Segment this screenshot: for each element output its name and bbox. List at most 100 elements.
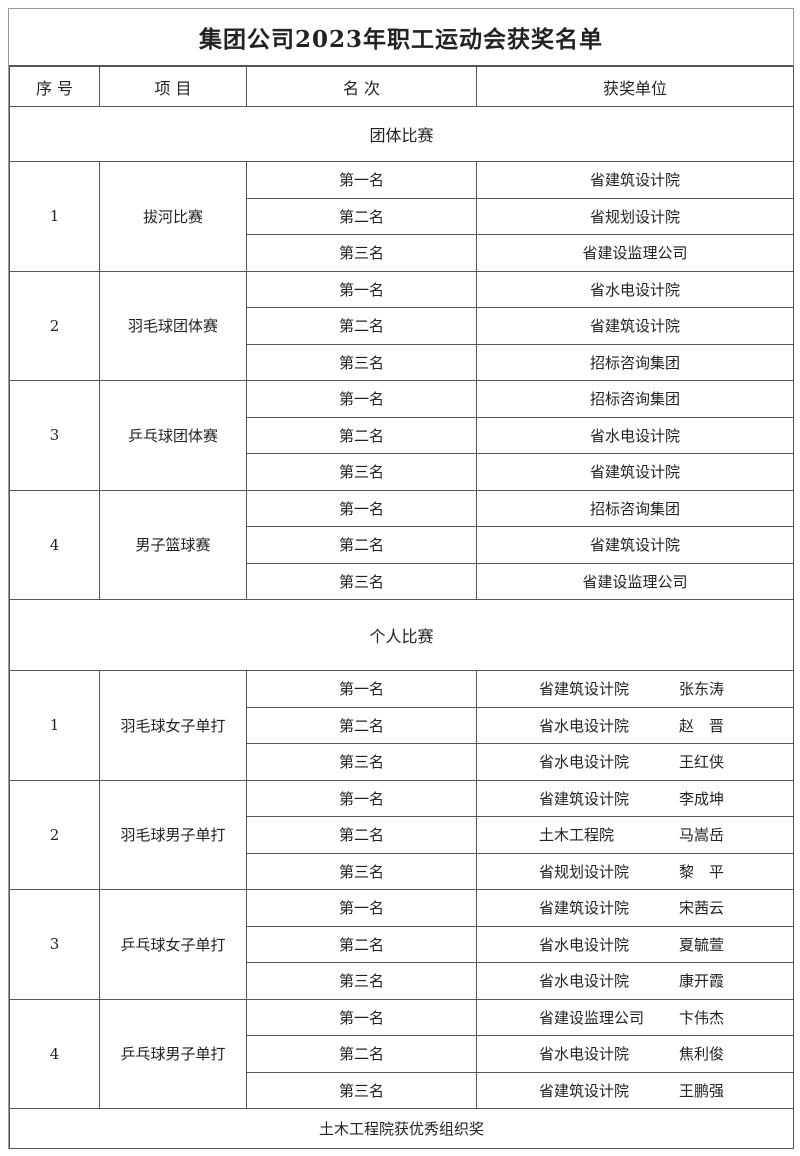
table-row: 第三名 省水电设计院 王红侠 [10, 743, 794, 781]
event-cell: 男子篮球赛 [99, 489, 247, 600]
seq-cell: 3 [9, 380, 100, 491]
section-label: 个人比赛 [9, 599, 794, 671]
winner-cell: 招标咨询集团 [476, 489, 794, 527]
winner-unit: 省水电设计院 [539, 753, 630, 772]
table-row: 第二名 省建筑设计院 [10, 526, 794, 564]
table-row: 第二名 省水电设计院 夏毓萱 [10, 925, 794, 963]
table-header-row: 序 号 项 目 名 次 获奖单位 [9, 66, 794, 107]
winner-unit: 省建筑设计院 [539, 789, 630, 808]
winner-person: 黎 平 [679, 862, 725, 881]
winner-cell: 省规划设计院 [476, 197, 794, 235]
event-cell: 乒乓球女子单打 [99, 889, 247, 1000]
winner-cell: 省建设监理公司 [476, 562, 794, 600]
section-row: 个人比赛 [9, 599, 794, 671]
rank-cell: 第三名 [246, 743, 477, 781]
rank-cell: 第二名 [246, 925, 477, 963]
rank-cell: 第一名 [246, 998, 477, 1036]
seq-cell: 4 [9, 489, 100, 600]
winner-wrap: 省建筑设计院 李成坤 [477, 788, 793, 809]
table-row: 第二名 省水电设计院 焦利俊 [10, 1035, 794, 1073]
winner-person: 夏毓萱 [679, 935, 725, 954]
event-cell: 羽毛球男子单打 [99, 779, 247, 890]
rank-cell: 第二名 [246, 197, 477, 235]
seq-cell: 4 [9, 998, 100, 1109]
winner-wrap: 省规划设计院 黎 平 [477, 861, 793, 882]
table-row: 第三名 省建筑设计院 王鹏强 [10, 1071, 794, 1109]
seq-cell: 1 [9, 161, 100, 272]
winner-wrap: 省建筑设计院 张东涛 [477, 678, 793, 699]
rank-cell: 第一名 [246, 270, 477, 308]
winner-wrap: 土木工程院 马嵩岳 [477, 824, 793, 845]
table-row: 第三名 省水电设计院 康开霞 [10, 962, 794, 1000]
rank-cell: 第三名 [246, 562, 477, 600]
winner-wrap: 省建设监理公司 卞伟杰 [477, 1007, 793, 1028]
section-label: 团体比赛 [9, 106, 794, 162]
header-winner: 获奖单位 [476, 66, 794, 107]
winner-unit: 省建筑设计院 [539, 1081, 630, 1100]
table-row: 2 羽毛球男子单打 第一名 省建筑设计院 李成坤 [9, 779, 794, 890]
rank-cell: 第二名 [246, 816, 477, 854]
winner-cell: 省水电设计院 王红侠 [476, 743, 794, 781]
table-row: 4 乒乓球男子单打 第一名 省建设监理公司 卞伟杰 [9, 998, 794, 1109]
winner-cell: 省建设监理公司 [476, 234, 794, 272]
winner-person: 张东涛 [679, 680, 725, 699]
rank-cell: 第三名 [246, 453, 477, 491]
event-cell: 羽毛球女子单打 [99, 670, 247, 781]
rank-cell: 第三名 [246, 234, 477, 272]
table-row: 第二名 土木工程院 马嵩岳 [10, 816, 794, 854]
winner-cell: 省建筑设计院 宋茜云 [476, 889, 794, 927]
award-list-document: 集团公司2023年职工运动会获奖名单 序 号 项 目 名 次 获奖单位 团体比赛… [8, 8, 794, 1149]
winner-cell: 省水电设计院 康开霞 [476, 962, 794, 1000]
winner-unit: 省建筑设计院 [539, 680, 630, 699]
winner-wrap: 省水电设计院 王红侠 [477, 751, 793, 772]
winner-cell: 省水电设计院 焦利俊 [476, 1035, 794, 1073]
winner-unit: 土木工程院 [539, 826, 615, 845]
winner-cell: 土木工程院 马嵩岳 [476, 816, 794, 854]
winner-cell: 省水电设计院 赵 晋 [476, 706, 794, 744]
winner-person: 卞伟杰 [679, 1008, 725, 1027]
winner-cell: 省建筑设计院 [476, 453, 794, 491]
rank-cell: 第二名 [246, 706, 477, 744]
header-event: 项 目 [99, 66, 247, 107]
rank-cell: 第一名 [246, 779, 477, 817]
rank-cell: 第三名 [246, 962, 477, 1000]
footer-row: 土木工程院获优秀组织奖 [9, 1108, 794, 1149]
winner-unit: 省建设监理公司 [539, 1008, 645, 1027]
winner-person: 李成坤 [679, 789, 725, 808]
winner-unit: 省水电设计院 [539, 972, 630, 991]
table-row: 第二名 省水电设计院 [10, 416, 794, 454]
award-table: 序 号 项 目 名 次 获奖单位 团体比赛 1 拔河比赛 第一名 省建筑设计院 第二名 省规… [9, 66, 794, 1149]
rank-cell: 第一名 [246, 489, 477, 527]
table-row: 第二名 省规划设计院 [10, 197, 794, 235]
table-row: 第三名 省建设监理公司 [10, 562, 794, 600]
table-row: 4 男子篮球赛 第一名 招标咨询集团 [9, 489, 794, 600]
winner-person: 赵 晋 [679, 716, 725, 735]
table-row: 3 乒乓球团体赛 第一名 招标咨询集团 [9, 380, 794, 491]
winner-wrap: 省建筑设计院 王鹏强 [477, 1080, 793, 1101]
table-row: 3 乒乓球女子单打 第一名 省建筑设计院 宋茜云 [9, 889, 794, 1000]
winner-cell: 省建筑设计院 [476, 307, 794, 345]
winner-cell: 省规划设计院 黎 平 [476, 852, 794, 890]
rank-cell: 第一名 [246, 670, 477, 708]
table-row: 第二名 省水电设计院 赵 晋 [10, 706, 794, 744]
rank-cell: 第三名 [246, 852, 477, 890]
rank-cell: 第二名 [246, 1035, 477, 1073]
winner-person: 焦利俊 [679, 1045, 725, 1064]
winner-wrap: 省水电设计院 赵 晋 [477, 715, 793, 736]
table-row: 第三名 省建设监理公司 [10, 234, 794, 272]
winner-cell: 省建设监理公司 卞伟杰 [476, 998, 794, 1036]
header-seq: 序 号 [9, 66, 100, 107]
winner-unit: 省水电设计院 [539, 935, 630, 954]
winner-wrap: 省建筑设计院 宋茜云 [477, 897, 793, 918]
winner-wrap: 省水电设计院 焦利俊 [477, 1043, 793, 1064]
winner-cell: 省建筑设计院 张东涛 [476, 670, 794, 708]
rank-cell: 第二名 [246, 307, 477, 345]
winner-unit: 省水电设计院 [539, 716, 630, 735]
winner-person: 王红侠 [679, 753, 725, 772]
table-row: 2 羽毛球团体赛 第一名 省水电设计院 [9, 270, 794, 381]
rank-cell: 第二名 [246, 416, 477, 454]
seq-cell: 2 [9, 270, 100, 381]
winner-person: 马嵩岳 [679, 826, 725, 845]
winner-cell: 省水电设计院 夏毓萱 [476, 925, 794, 963]
winner-unit: 省水电设计院 [539, 1045, 630, 1064]
